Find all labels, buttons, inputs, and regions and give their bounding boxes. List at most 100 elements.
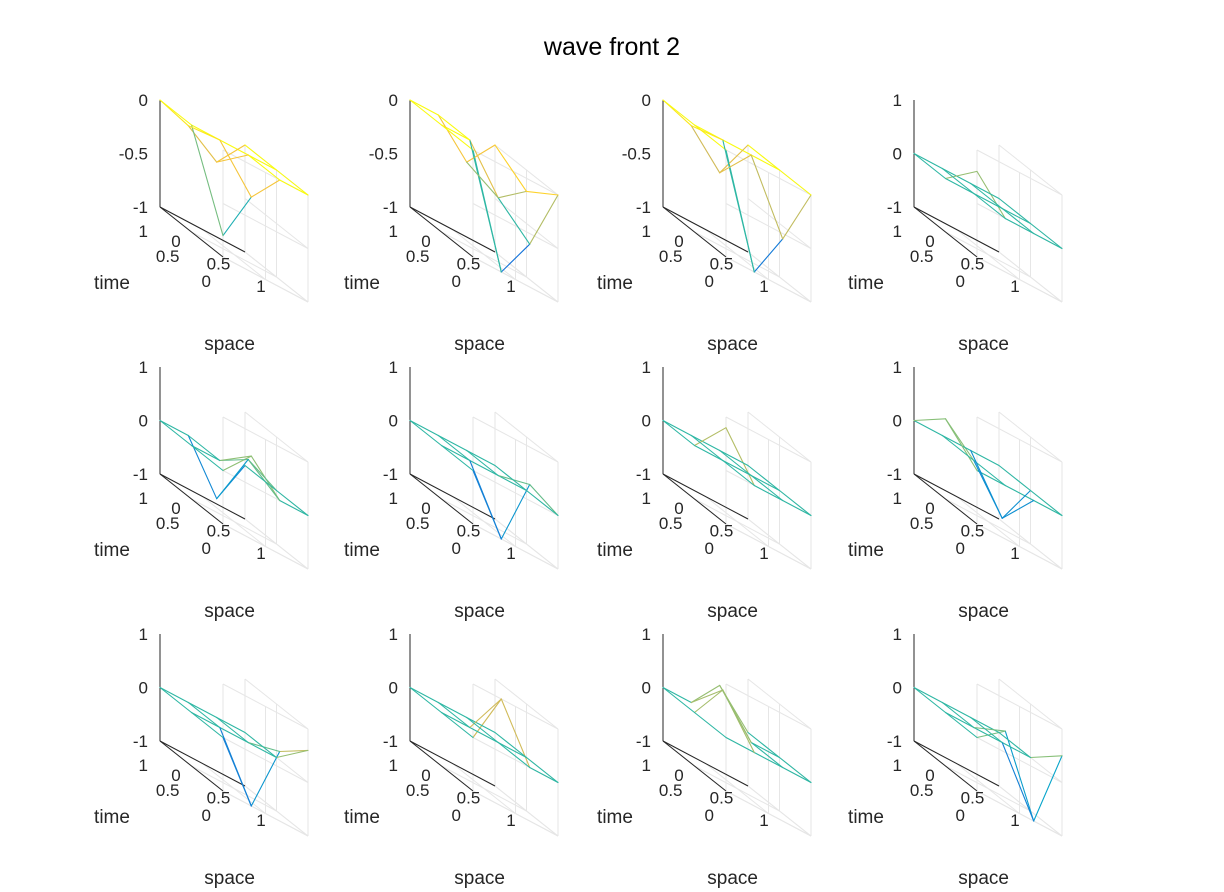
wall-grid-line [472, 470, 559, 516]
mesh-segment [693, 689, 724, 714]
mesh-segment [750, 474, 781, 492]
mesh-segment [437, 434, 468, 452]
x-tick-label: 0 [171, 766, 180, 785]
x-tick-label: 0.5 [457, 789, 481, 808]
y-tick-label: 1 [642, 222, 651, 241]
x-tick-label: 1 [506, 811, 515, 830]
mesh-segment [440, 444, 474, 472]
z-tick-label: 1 [642, 358, 651, 377]
y-tick-label: 0.5 [406, 781, 430, 800]
mesh-segment [497, 197, 531, 245]
mesh-segment [1001, 207, 1032, 225]
mesh-segment [753, 751, 784, 769]
mesh-segment [753, 484, 784, 502]
x-tick-label: 0.5 [961, 789, 985, 808]
x-tick-label: 0 [171, 499, 180, 518]
mesh-segment [190, 444, 224, 472]
mesh-segment [244, 464, 278, 492]
mesh-segment [159, 99, 193, 126]
mesh-segment [690, 125, 721, 174]
wall-grid-line [244, 251, 309, 303]
wall-grid-line [494, 144, 559, 196]
mesh-segment [1001, 489, 1032, 519]
mesh-segment [187, 434, 221, 462]
mesh-segment [722, 459, 755, 487]
y-tick-label: 0 [452, 272, 461, 291]
wall-grid-line [998, 678, 1063, 730]
y-tick-label: 0 [452, 539, 461, 558]
z-tick-label: 1 [389, 625, 398, 644]
mesh-segment [998, 464, 1032, 492]
z-tick-label: -0.5 [622, 145, 651, 164]
wall-grid-line [472, 416, 559, 463]
y-axis-label: time [94, 273, 130, 294]
mesh-segment [437, 434, 471, 462]
y-tick-label: 1 [893, 489, 902, 508]
mesh-segment [722, 139, 752, 156]
mesh-segment [693, 444, 724, 462]
mesh-segment [941, 701, 975, 729]
mesh-segment [944, 170, 978, 180]
floor-grid-line [694, 498, 780, 545]
mesh-segment [409, 419, 439, 437]
y-tick-label: 0.5 [910, 247, 934, 266]
z-tick-label: -1 [383, 465, 398, 484]
mesh-segment [222, 455, 252, 472]
z-tick-label: 0 [893, 412, 902, 431]
mesh-segment [466, 161, 499, 199]
mesh-segment [440, 444, 471, 462]
mesh-segment [1029, 755, 1063, 759]
wall-grid-line [222, 737, 309, 783]
z-tick-label: 0 [642, 91, 651, 110]
x-axis-label: space [958, 868, 1009, 889]
subplot-grid: -1-0.5000.5100.51spacetime-1-0.5000.5100… [94, 91, 1063, 889]
mesh-segment [247, 154, 281, 181]
y-tick-label: 0.5 [406, 514, 430, 533]
wall-grid-line [222, 683, 309, 730]
y-axis-line [409, 473, 474, 525]
mesh-segment [466, 716, 496, 734]
mesh-segment [190, 711, 221, 729]
z-tick-label: -1 [383, 198, 398, 217]
y-tick-label: 1 [893, 222, 902, 241]
mesh-segment [525, 190, 559, 196]
x-axis-line [662, 473, 749, 520]
mesh-segment [719, 449, 752, 477]
mesh-segment [440, 711, 471, 729]
z-tick-label: 0 [642, 412, 651, 431]
y-axis-label: time [848, 807, 884, 828]
mesh-segment [750, 474, 784, 502]
x-axis-line [913, 206, 1000, 253]
wall-grid-line [472, 790, 559, 837]
mesh-segment [970, 182, 1003, 210]
y-tick-label: 1 [389, 489, 398, 508]
wall-grid-line [976, 416, 1063, 463]
x-tick-label: 0.5 [207, 255, 231, 274]
wall-grid-line [222, 256, 309, 303]
mesh-segment [159, 419, 193, 447]
x-axis-label: space [204, 868, 255, 889]
y-tick-label: 0.5 [910, 781, 934, 800]
wall-grid-line [494, 678, 559, 730]
mesh-segment [913, 152, 947, 180]
mesh-segment [409, 686, 439, 704]
y-axis-line [159, 473, 224, 525]
wall-grid-line [998, 251, 1063, 303]
z-tick-label: -1 [133, 465, 148, 484]
mesh-segment [690, 684, 721, 704]
y-axis-label: time [344, 273, 380, 294]
mesh-segment [944, 177, 975, 195]
x-axis-label: space [707, 601, 758, 622]
y-axis-line [159, 740, 224, 792]
mesh-segment [913, 686, 943, 704]
wall-grid-line [725, 256, 812, 303]
mesh-segment [159, 686, 189, 704]
mesh-segment [662, 419, 692, 437]
wall-grid-line [725, 523, 812, 570]
mesh-segment [690, 689, 724, 704]
wall-grid-line [998, 411, 1063, 463]
y-axis-line [662, 473, 727, 525]
mesh-segment [941, 701, 972, 719]
